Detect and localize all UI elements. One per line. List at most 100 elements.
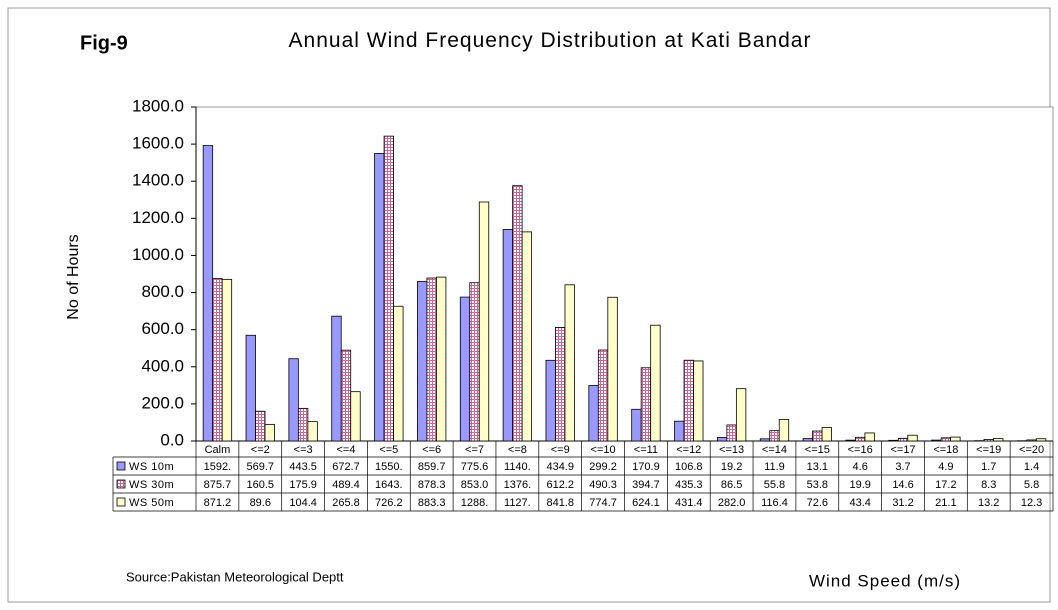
table-cell: 265.8	[332, 497, 360, 509]
legend-label: WS 50m	[129, 497, 174, 509]
x-tick-label: <=15	[805, 444, 830, 456]
table-cell: 774.7	[589, 497, 617, 509]
table-cell: 43.4	[849, 497, 870, 509]
y-tick-label: 200.0	[141, 393, 184, 412]
x-tick-label: <=4	[336, 444, 355, 456]
bar	[374, 152, 385, 442]
bar	[202, 145, 214, 442]
table-cell: 8.3	[981, 479, 996, 491]
bar	[478, 201, 490, 442]
fig-label: Fig-9	[80, 32, 128, 54]
table-cell: 11.9	[764, 461, 785, 473]
bar	[340, 349, 352, 442]
bar	[436, 276, 447, 442]
bar	[307, 421, 318, 442]
table-cell: 53.8	[807, 479, 828, 491]
table-cell: 875.7	[204, 479, 232, 491]
table-cell: 160.5	[247, 479, 275, 491]
bar	[1026, 439, 1037, 442]
bar	[693, 360, 704, 442]
table-cell: 4.9	[938, 461, 953, 473]
x-tick-label: <=3	[294, 444, 313, 456]
y-tick-label: 800.0	[141, 282, 184, 301]
table-cell: 435.3	[675, 479, 703, 491]
table-cell: 89.6	[250, 497, 271, 509]
table-cell: 1592.	[204, 461, 232, 473]
table-cell: 672.7	[332, 461, 360, 473]
table-cell: 31.2	[892, 497, 913, 509]
bar	[212, 278, 223, 442]
bar	[897, 437, 909, 442]
bar	[245, 334, 256, 442]
source: Source:Pakistan Meteorological Deptt	[126, 569, 344, 584]
y-tick-label: 1600.0	[132, 134, 184, 153]
legend-label: WS 10m	[129, 461, 174, 473]
bar	[674, 420, 685, 442]
table-cell: 19.2	[721, 461, 742, 473]
table-cell: 871.2	[204, 497, 232, 509]
bar	[597, 349, 609, 442]
table-cell: 859.7	[418, 461, 446, 473]
table-cell: 175.9	[289, 479, 317, 491]
bar	[821, 427, 832, 442]
bar	[778, 419, 790, 442]
bar	[588, 385, 599, 442]
bar	[545, 359, 556, 442]
y-tick-label: 600.0	[141, 319, 184, 338]
bar	[735, 388, 747, 442]
table-cell: 3.7	[895, 461, 910, 473]
table-cell: 106.8	[675, 461, 703, 473]
bar	[716, 437, 728, 442]
table-cell: 434.9	[546, 461, 574, 473]
table-cell: 13.1	[807, 461, 828, 473]
table-cell: 1550.	[375, 461, 403, 473]
table-cell: 624.1	[632, 497, 660, 509]
table-cell: 878.3	[418, 479, 446, 491]
table-cell: 1.7	[981, 461, 996, 473]
bar	[631, 408, 642, 442]
x-tick-label: <=11	[634, 444, 658, 456]
bar	[993, 438, 1004, 442]
bar	[564, 284, 575, 442]
x-tick-label: <=13	[719, 444, 744, 456]
bar	[555, 327, 566, 442]
bar	[845, 439, 856, 442]
bar	[469, 282, 480, 442]
table-cell: 86.5	[721, 479, 742, 491]
y-tick-label: 0.0	[160, 430, 184, 449]
bar	[255, 410, 266, 442]
bar	[640, 367, 652, 442]
table-cell: 489.4	[332, 479, 360, 491]
table-cell: 14.6	[892, 479, 913, 491]
bar	[1035, 438, 1047, 442]
table-cell: 841.8	[546, 497, 574, 509]
table-cell: 55.8	[764, 479, 785, 491]
bar	[426, 277, 437, 442]
x-tick-label: <=5	[379, 444, 398, 456]
table-cell: 1376.	[504, 479, 532, 491]
legend-key	[116, 479, 126, 489]
x-tick-label: <=7	[465, 444, 484, 456]
y-tick-label: 1000.0	[132, 245, 184, 264]
bar	[888, 439, 899, 442]
y-axis-label: No of Hours	[65, 234, 82, 319]
x-tick-label: <=2	[251, 444, 270, 456]
bar	[521, 231, 533, 442]
bar	[383, 135, 394, 442]
bar	[864, 432, 875, 442]
bar	[393, 305, 404, 442]
x-tick-label: <=19	[976, 444, 1001, 456]
table-cell: 21.1	[935, 497, 956, 509]
bar	[221, 278, 233, 442]
legend-key	[116, 461, 126, 471]
x-tick-label: <=9	[551, 444, 570, 456]
bar	[983, 439, 994, 442]
table-cell: 775.6	[461, 461, 489, 473]
bar	[931, 439, 942, 442]
table-cell: 569.7	[247, 461, 275, 473]
bar	[855, 436, 866, 442]
bar	[502, 229, 514, 442]
x-tick-label: <=14	[762, 444, 787, 456]
x-tick-label: <=6	[422, 444, 441, 456]
